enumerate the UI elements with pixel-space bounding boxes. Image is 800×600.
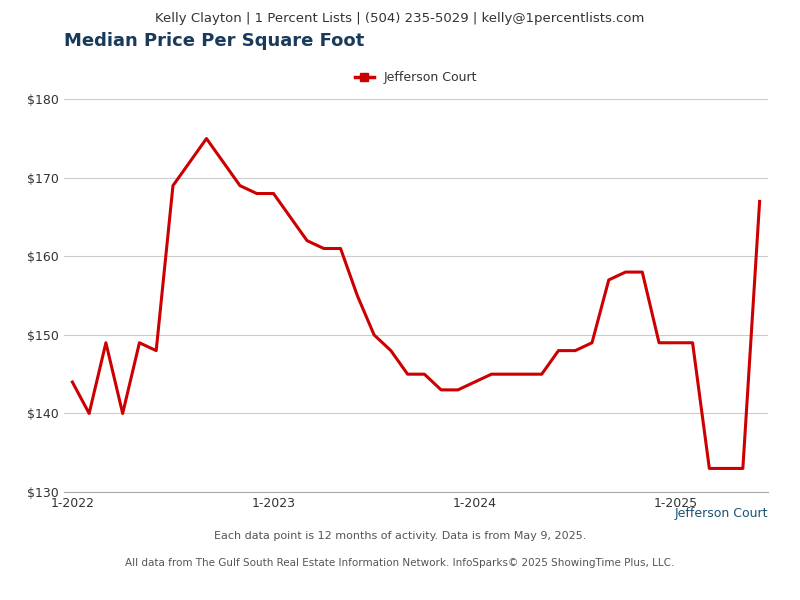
Text: All data from The Gulf South Real Estate Information Network. InfoSparks© 2025 S: All data from The Gulf South Real Estate… [126,558,674,568]
Legend: Jefferson Court: Jefferson Court [350,66,482,89]
Text: Median Price Per Square Foot: Median Price Per Square Foot [64,32,364,50]
Text: Kelly Clayton | 1 Percent Lists | (504) 235-5029 | kelly@1percentlists.com: Kelly Clayton | 1 Percent Lists | (504) … [155,13,645,25]
Text: Each data point is 12 months of activity. Data is from May 9, 2025.: Each data point is 12 months of activity… [214,531,586,541]
Text: Jefferson Court: Jefferson Court [674,507,768,520]
